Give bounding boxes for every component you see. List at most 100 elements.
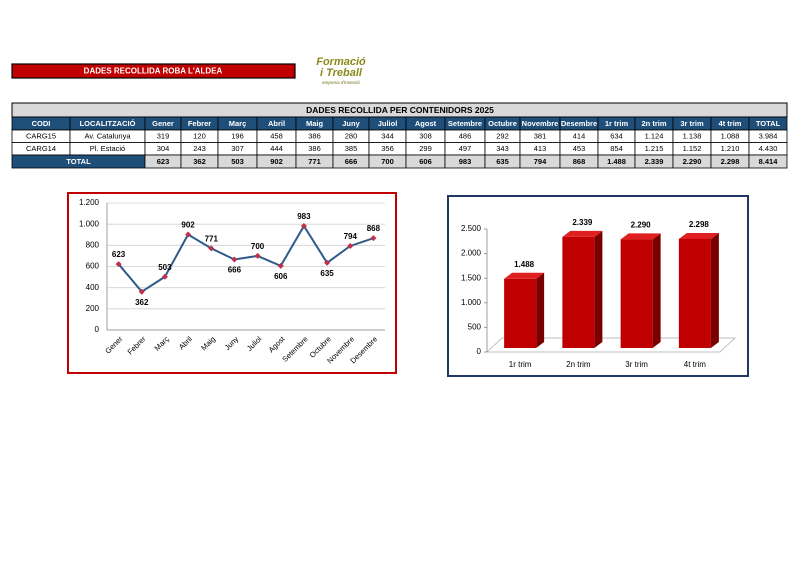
data-label: 362 <box>135 298 149 307</box>
table-cell-text: 497 <box>459 144 472 153</box>
column-header: Setembre <box>448 119 482 128</box>
marker <box>347 242 354 249</box>
table-cell-text: 319 <box>157 132 170 141</box>
total-value: 868 <box>573 157 586 166</box>
total-value: 1.488 <box>607 157 626 166</box>
header-title: DADES RECOLLIDA ROBA L'ALDEA <box>84 67 223 76</box>
data-label: 666 <box>228 266 242 275</box>
table-cell-text: 453 <box>573 144 586 153</box>
x-tick-label: 1r trim <box>509 360 532 369</box>
total-value: 902 <box>270 157 283 166</box>
x-tick-label: 2n trim <box>566 360 591 369</box>
marker <box>161 273 168 280</box>
y-tick-label: 400 <box>86 283 100 292</box>
table-cell-text: 414 <box>573 132 586 141</box>
x-tick-label: 3r trim <box>625 360 648 369</box>
marker <box>324 259 331 266</box>
total-value: 606 <box>419 157 432 166</box>
table-cell-text: 1.210 <box>721 144 740 153</box>
total-value: 623 <box>157 157 170 166</box>
data-label: 1.488 <box>514 260 535 269</box>
table-cell-text: 444 <box>270 144 283 153</box>
table-cell <box>748 154 788 169</box>
total-value: 771 <box>308 157 321 166</box>
y-tick-label: 500 <box>468 323 482 332</box>
table-cell-text: Pl. Estació <box>90 144 125 153</box>
data-label: 2.298 <box>689 220 710 229</box>
total-value: 503 <box>231 157 244 166</box>
bar-top <box>620 233 661 240</box>
bar-side <box>594 230 603 348</box>
total-value: 2.290 <box>683 157 702 166</box>
table-cell-text: 381 <box>534 132 547 141</box>
column-header: Març <box>229 119 247 128</box>
table-cell-text: 3.984 <box>759 132 778 141</box>
x-tick-label: 4t trim <box>684 360 707 369</box>
table-cell-text: 196 <box>231 132 244 141</box>
table-cell-text: CARG15 <box>26 132 56 141</box>
y-tick-label: 0 <box>477 347 482 356</box>
total-value: 666 <box>345 157 358 166</box>
y-tick-label: 600 <box>86 262 100 271</box>
table-cell-text: 385 <box>345 144 358 153</box>
bar-top <box>562 230 603 237</box>
data-label: 771 <box>205 235 219 244</box>
column-header: Juny <box>342 119 360 128</box>
data-label: 700 <box>251 242 265 251</box>
total-value: 700 <box>381 157 394 166</box>
bar-side <box>652 233 661 348</box>
column-header: Maig <box>306 119 324 128</box>
column-header: Juliol <box>378 119 398 128</box>
bar <box>504 278 537 348</box>
marker <box>254 252 261 259</box>
table-title: DADES RECOLLIDA PER CONTENIDORS 2025 <box>306 105 494 115</box>
column-header: Abril <box>268 119 285 128</box>
column-header: Febrer <box>188 119 211 128</box>
data-label: 623 <box>112 250 126 259</box>
table-cell-text: 386 <box>308 144 321 153</box>
bar <box>620 239 653 348</box>
data-label: 2.290 <box>631 220 652 229</box>
bar <box>678 238 711 348</box>
column-header: Gener <box>152 119 174 128</box>
table-cell-text: 304 <box>157 144 170 153</box>
line <box>117 224 374 294</box>
logo-text: Formació <box>316 56 366 68</box>
marker <box>300 222 307 229</box>
table-cell-text: 356 <box>381 144 394 153</box>
data-label: 635 <box>320 269 334 278</box>
table-cell-text: 243 <box>193 144 206 153</box>
y-tick-label: 1.200 <box>79 198 100 207</box>
table-cell-text: 1.138 <box>683 132 702 141</box>
total-label: TOTAL <box>66 157 91 166</box>
table-cell-text: 299 <box>419 144 432 153</box>
column-header: 3r trim <box>680 119 704 128</box>
marker <box>138 288 145 295</box>
table-cell-text: 1.215 <box>645 144 664 153</box>
bar <box>562 236 595 348</box>
total-value: 794 <box>534 157 547 166</box>
chart-frame <box>67 192 397 374</box>
floor <box>486 337 736 353</box>
data-label: 794 <box>344 232 358 241</box>
data-label: 902 <box>181 221 195 230</box>
table-cell-text: 344 <box>381 132 394 141</box>
column-header: TOTAL <box>756 119 781 128</box>
total-value: 983 <box>459 157 472 166</box>
column-header: LOCALITZACIÓ <box>80 119 136 128</box>
table-cell-text: 1.152 <box>683 144 702 153</box>
y-tick-label: 1.000 <box>79 219 100 228</box>
table-cell-text: CARG14 <box>26 144 56 153</box>
bar-top <box>678 232 719 239</box>
total-value: 2.339 <box>645 157 664 166</box>
total-value: 635 <box>496 157 509 166</box>
y-tick-label: 800 <box>86 240 100 249</box>
total-value: 362 <box>193 157 206 166</box>
marker <box>370 235 377 242</box>
table-cell-text: 307 <box>231 144 244 153</box>
table-cell-text: 1.088 <box>721 132 740 141</box>
column-header: Agost <box>415 119 437 128</box>
y-tick-label: 0 <box>95 325 100 334</box>
y-tick-label: 1.000 <box>461 298 482 307</box>
